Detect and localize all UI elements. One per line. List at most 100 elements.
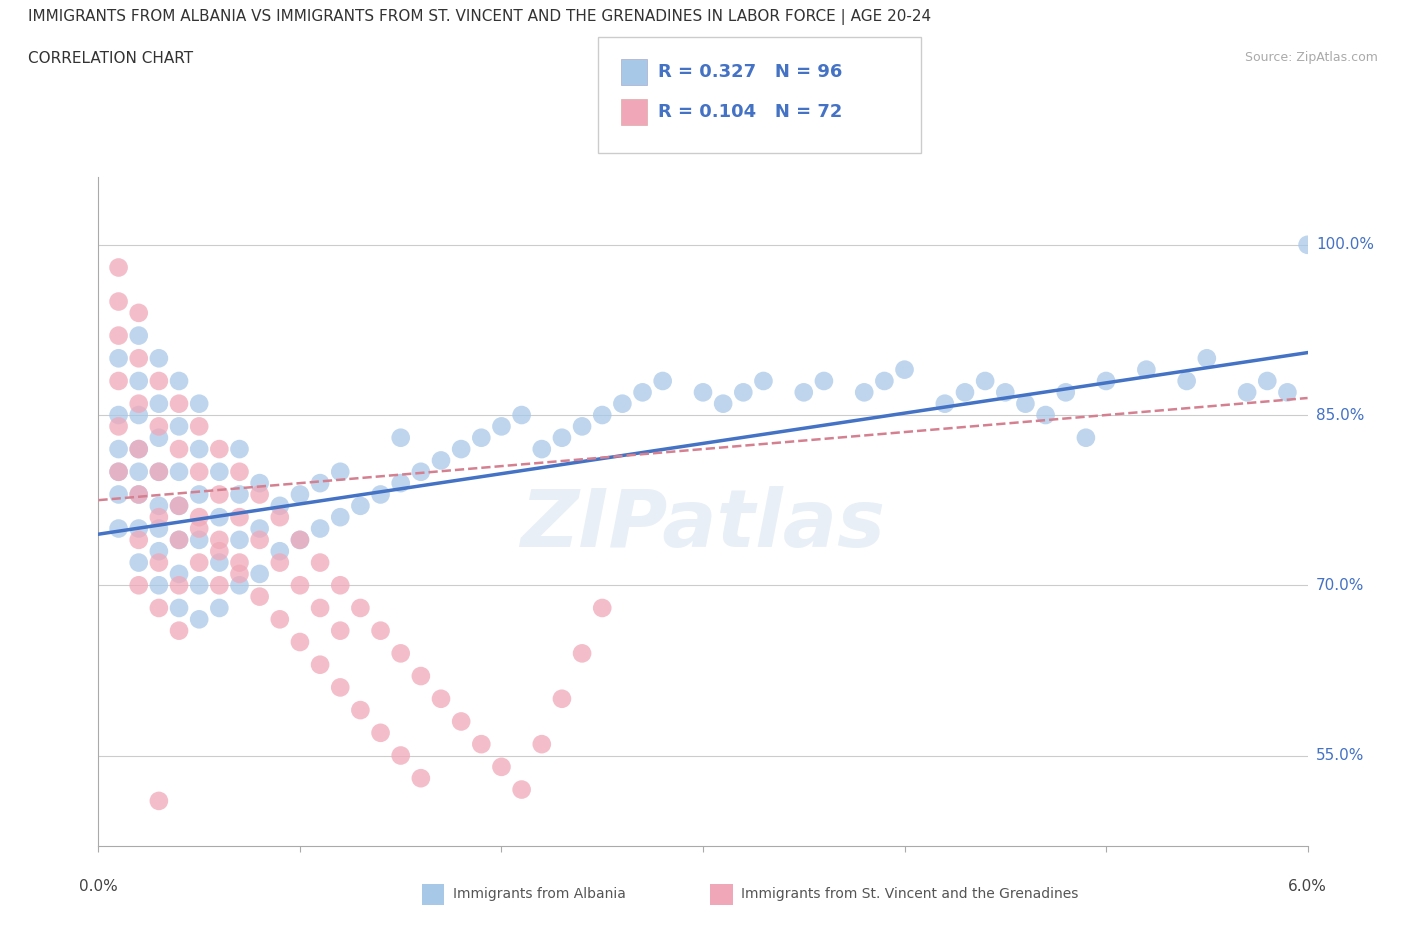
Point — [370, 623, 392, 638]
Text: 100.0%: 100.0% — [1316, 237, 1374, 252]
Point — [148, 510, 170, 525]
Point — [288, 487, 311, 502]
Point — [107, 487, 129, 502]
Point — [128, 521, 150, 536]
Point — [591, 601, 613, 616]
Point — [167, 578, 190, 592]
Point — [188, 396, 211, 411]
Point — [612, 396, 634, 411]
Point — [249, 487, 271, 502]
Point — [249, 566, 271, 581]
Point — [1014, 396, 1036, 411]
Point — [208, 544, 231, 559]
Text: Source: ZipAtlas.com: Source: ZipAtlas.com — [1244, 51, 1378, 64]
Point — [1236, 385, 1258, 400]
Point — [329, 578, 352, 592]
Point — [208, 487, 231, 502]
Text: IMMIGRANTS FROM ALBANIA VS IMMIGRANTS FROM ST. VINCENT AND THE GRENADINES IN LAB: IMMIGRANTS FROM ALBANIA VS IMMIGRANTS FR… — [28, 9, 931, 25]
Point — [148, 578, 170, 592]
Point — [188, 578, 211, 592]
Point — [934, 396, 956, 411]
Point — [128, 328, 150, 343]
Point — [188, 442, 211, 457]
Point — [167, 464, 190, 479]
Point — [167, 442, 190, 457]
Text: Immigrants from Albania: Immigrants from Albania — [453, 886, 626, 901]
Point — [107, 351, 129, 365]
Point — [228, 578, 250, 592]
Point — [269, 544, 291, 559]
Text: Immigrants from St. Vincent and the Grenadines: Immigrants from St. Vincent and the Gren… — [741, 886, 1078, 901]
Point — [148, 793, 170, 808]
Point — [450, 714, 472, 729]
Point — [107, 521, 129, 536]
Point — [148, 601, 170, 616]
Point — [167, 601, 190, 616]
Point — [329, 510, 352, 525]
Text: 55.0%: 55.0% — [1316, 748, 1364, 763]
Point — [148, 544, 170, 559]
Point — [107, 407, 129, 422]
Point — [228, 487, 250, 502]
Point — [148, 464, 170, 479]
Point — [430, 691, 453, 706]
Point — [208, 442, 231, 457]
Point — [591, 407, 613, 422]
Point — [450, 442, 472, 457]
Point — [1035, 407, 1057, 422]
Point — [571, 646, 593, 661]
Point — [711, 396, 734, 411]
Point — [288, 634, 311, 649]
Point — [389, 431, 412, 445]
Point — [107, 442, 129, 457]
Text: 70.0%: 70.0% — [1316, 578, 1364, 592]
Point — [188, 487, 211, 502]
Point — [813, 374, 835, 389]
Point — [309, 521, 332, 536]
Point — [409, 771, 432, 786]
Point — [167, 533, 190, 548]
Point — [409, 464, 432, 479]
Point — [228, 464, 250, 479]
Point — [1277, 385, 1299, 400]
Point — [208, 578, 231, 592]
Point — [733, 385, 755, 400]
Point — [107, 464, 129, 479]
Point — [128, 396, 150, 411]
Point — [208, 601, 231, 616]
Point — [208, 533, 231, 548]
Point — [752, 374, 775, 389]
Point — [269, 612, 291, 627]
Point — [1074, 431, 1097, 445]
Point — [551, 431, 574, 445]
Point — [530, 737, 553, 751]
Point — [167, 418, 190, 433]
Text: ZIPatlas: ZIPatlas — [520, 485, 886, 564]
Point — [349, 703, 371, 718]
Point — [953, 385, 976, 400]
Point — [370, 487, 392, 502]
Point — [288, 533, 311, 548]
Point — [470, 431, 492, 445]
Point — [128, 442, 150, 457]
Text: CORRELATION CHART: CORRELATION CHART — [28, 51, 193, 66]
Point — [188, 555, 211, 570]
Point — [167, 396, 190, 411]
Point — [188, 612, 211, 627]
Point — [631, 385, 654, 400]
Point — [208, 510, 231, 525]
Point — [167, 623, 190, 638]
Point — [128, 442, 150, 457]
Point — [1296, 237, 1319, 252]
Point — [974, 374, 997, 389]
Point — [228, 510, 250, 525]
Point — [128, 555, 150, 570]
Point — [530, 442, 553, 457]
Point — [1175, 374, 1198, 389]
Point — [430, 453, 453, 468]
Point — [873, 374, 896, 389]
Point — [329, 623, 352, 638]
Point — [249, 533, 271, 548]
Point — [148, 464, 170, 479]
Point — [329, 464, 352, 479]
